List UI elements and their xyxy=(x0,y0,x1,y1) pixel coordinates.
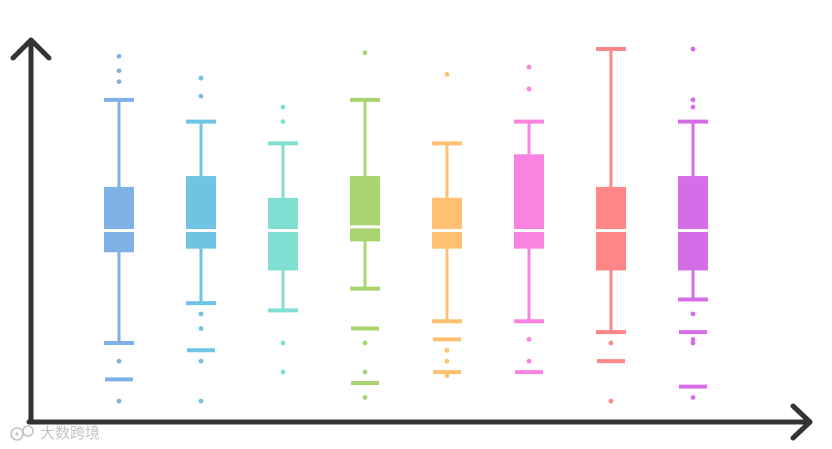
axes xyxy=(10,37,813,441)
outlier-point xyxy=(198,398,204,404)
y-axis-arrow-icon xyxy=(10,37,52,61)
outlier-point xyxy=(608,340,614,346)
outlier-point xyxy=(690,340,696,346)
outlier-point xyxy=(690,97,696,103)
box-iqr xyxy=(514,154,544,249)
outlier-point xyxy=(690,104,696,110)
outlier-point xyxy=(526,64,532,70)
outlier-point xyxy=(116,398,122,404)
outlier-point xyxy=(280,369,286,375)
outlier-point xyxy=(690,395,696,400)
outlier-point xyxy=(526,337,532,342)
outlier-point xyxy=(280,119,286,124)
outlier-point xyxy=(198,93,204,99)
box-iqr xyxy=(104,186,134,253)
watermark-logo-icon xyxy=(10,424,34,441)
outlier-point xyxy=(608,398,614,404)
outlier-point xyxy=(526,86,532,92)
boxes-layer xyxy=(104,46,708,404)
outlier-point xyxy=(444,347,450,353)
box-iqr xyxy=(432,197,462,249)
outlier-point xyxy=(198,311,204,317)
outlier-point xyxy=(198,358,204,364)
box-iqr xyxy=(186,176,216,249)
outlier-point xyxy=(362,50,368,56)
outlier-point xyxy=(116,68,122,74)
outlier-point xyxy=(444,373,450,379)
outlier-point xyxy=(444,72,450,77)
outlier-point xyxy=(362,395,368,400)
outlier-point xyxy=(280,340,286,346)
outlier-point xyxy=(526,358,532,364)
box-iqr xyxy=(350,176,380,242)
outlier-point xyxy=(198,75,204,81)
outlier-point xyxy=(690,311,696,317)
outlier-point xyxy=(116,79,122,85)
outlier-point xyxy=(198,326,204,331)
box-iqr xyxy=(268,197,298,271)
watermark: 大数跨境 xyxy=(10,422,100,443)
outlier-point xyxy=(444,358,450,364)
outlier-point xyxy=(116,53,122,59)
outlier-point xyxy=(116,358,122,364)
outlier-point xyxy=(690,337,696,342)
x-axis-arrow-icon xyxy=(790,403,813,441)
outlier-point xyxy=(362,340,368,346)
watermark-text: 大数跨境 xyxy=(40,424,101,442)
box-iqr xyxy=(596,186,626,271)
box-iqr xyxy=(678,176,708,271)
outlier-point xyxy=(690,46,696,52)
outlier-point xyxy=(280,104,286,110)
outlier-point xyxy=(362,369,368,375)
